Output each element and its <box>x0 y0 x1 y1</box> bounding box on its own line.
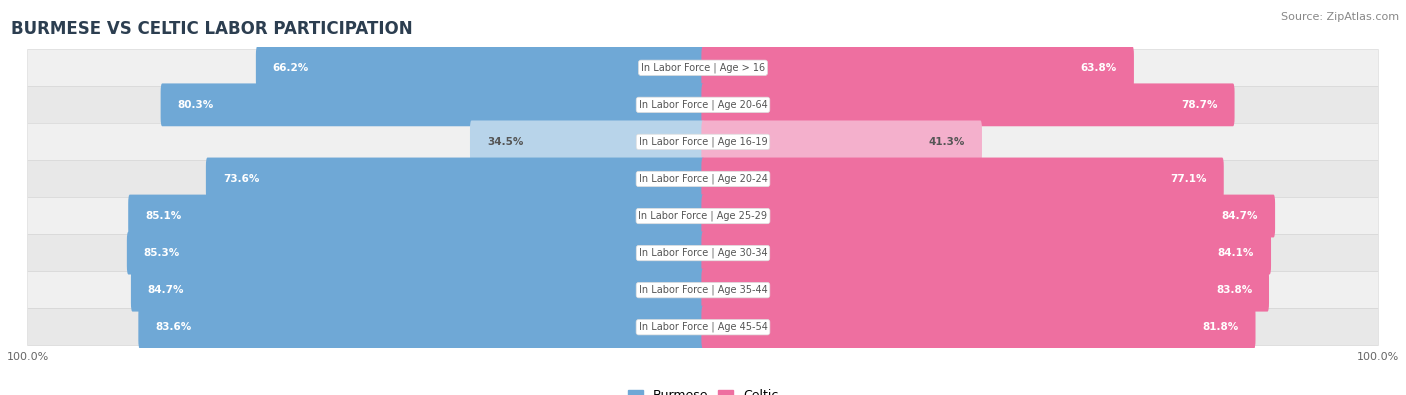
Text: 66.2%: 66.2% <box>273 63 309 73</box>
FancyBboxPatch shape <box>28 272 1378 308</box>
Text: 73.6%: 73.6% <box>222 174 259 184</box>
Text: In Labor Force | Age 30-34: In Labor Force | Age 30-34 <box>638 248 768 258</box>
FancyBboxPatch shape <box>131 269 704 312</box>
FancyBboxPatch shape <box>702 46 1133 89</box>
Text: 77.1%: 77.1% <box>1170 174 1206 184</box>
Text: In Labor Force | Age 20-64: In Labor Force | Age 20-64 <box>638 100 768 110</box>
FancyBboxPatch shape <box>28 49 1378 87</box>
Text: In Labor Force | Age 16-19: In Labor Force | Age 16-19 <box>638 137 768 147</box>
Text: 83.8%: 83.8% <box>1216 285 1253 295</box>
FancyBboxPatch shape <box>256 46 704 89</box>
Text: In Labor Force | Age > 16: In Labor Force | Age > 16 <box>641 62 765 73</box>
FancyBboxPatch shape <box>28 235 1378 272</box>
FancyBboxPatch shape <box>702 158 1223 200</box>
Text: 63.8%: 63.8% <box>1081 63 1116 73</box>
FancyBboxPatch shape <box>28 123 1378 160</box>
FancyBboxPatch shape <box>702 306 1256 349</box>
FancyBboxPatch shape <box>702 232 1271 275</box>
Text: In Labor Force | Age 45-54: In Labor Force | Age 45-54 <box>638 322 768 333</box>
Text: 84.7%: 84.7% <box>1222 211 1258 221</box>
FancyBboxPatch shape <box>128 195 704 237</box>
Text: 84.1%: 84.1% <box>1218 248 1254 258</box>
Text: 85.3%: 85.3% <box>143 248 180 258</box>
Text: 84.7%: 84.7% <box>148 285 184 295</box>
Text: In Labor Force | Age 25-29: In Labor Force | Age 25-29 <box>638 211 768 221</box>
FancyBboxPatch shape <box>702 195 1275 237</box>
Text: In Labor Force | Age 20-24: In Labor Force | Age 20-24 <box>638 174 768 184</box>
FancyBboxPatch shape <box>28 308 1378 346</box>
FancyBboxPatch shape <box>160 83 704 126</box>
FancyBboxPatch shape <box>702 269 1270 312</box>
Text: 83.6%: 83.6% <box>155 322 191 332</box>
Text: 41.3%: 41.3% <box>929 137 965 147</box>
FancyBboxPatch shape <box>702 83 1234 126</box>
Text: Source: ZipAtlas.com: Source: ZipAtlas.com <box>1281 12 1399 22</box>
FancyBboxPatch shape <box>28 160 1378 198</box>
FancyBboxPatch shape <box>205 158 704 200</box>
Text: 34.5%: 34.5% <box>486 137 523 147</box>
FancyBboxPatch shape <box>702 120 981 163</box>
Text: In Labor Force | Age 35-44: In Labor Force | Age 35-44 <box>638 285 768 295</box>
FancyBboxPatch shape <box>138 306 704 349</box>
Text: 80.3%: 80.3% <box>177 100 214 110</box>
FancyBboxPatch shape <box>28 198 1378 235</box>
FancyBboxPatch shape <box>470 120 704 163</box>
Text: 85.1%: 85.1% <box>145 211 181 221</box>
Text: 81.8%: 81.8% <box>1202 322 1239 332</box>
Legend: Burmese, Celtic: Burmese, Celtic <box>623 384 783 395</box>
FancyBboxPatch shape <box>28 87 1378 123</box>
Text: BURMESE VS CELTIC LABOR PARTICIPATION: BURMESE VS CELTIC LABOR PARTICIPATION <box>11 19 413 38</box>
Text: 78.7%: 78.7% <box>1181 100 1218 110</box>
FancyBboxPatch shape <box>127 232 704 275</box>
